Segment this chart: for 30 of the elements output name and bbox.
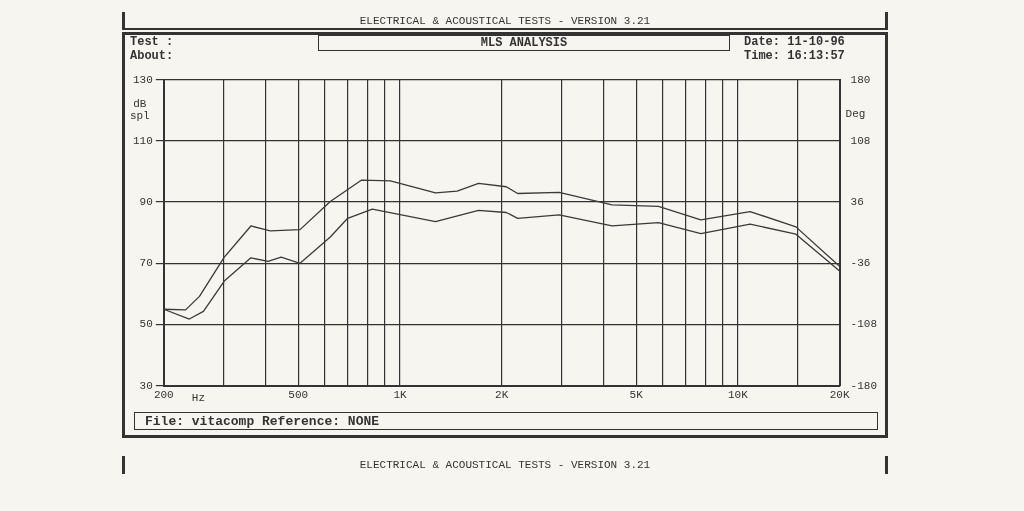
x-tick-label: 500 [288, 389, 309, 402]
x-tick-label: 5K [629, 389, 644, 402]
y2-tick-label: -108 [850, 318, 877, 331]
text: Date: 11-10-96 [744, 35, 845, 49]
x-tick-label: 20K [829, 389, 850, 402]
y-tick-label: 130 [132, 73, 153, 86]
y2-tick-label: -180 [850, 379, 877, 392]
y2-tick-label: 108 [850, 134, 871, 147]
y-tick-label: 30 [139, 379, 153, 392]
y2-tick-label: 180 [850, 73, 871, 86]
x-axis-title: Hz [191, 391, 206, 404]
text: File: vitacomp Reference: NONE [134, 412, 878, 430]
y-tick-label: 50 [139, 318, 153, 331]
x-tick-label: 200 [153, 389, 174, 402]
x-tick-label: 10K [727, 389, 749, 402]
y-axis-title: dB spl [129, 97, 150, 122]
text: Test : [130, 35, 174, 49]
text: ELECTRICAL & ACOUSTICAL TESTS - VERSION 3.21 [122, 12, 888, 30]
text: ELECTRICAL & ACOUSTICAL TESTS - VERSION 3.21 [122, 456, 888, 474]
chart-title: MLS ANALYSIS [318, 35, 730, 51]
y2-axis-title: Deg [845, 107, 866, 120]
text: Time: 16:13:57 [744, 49, 845, 63]
y-tick-label: 90 [139, 195, 153, 208]
y2-tick-label: 36 [850, 195, 864, 208]
y-tick-label: 70 [139, 257, 153, 270]
y-tick-label: 110 [132, 134, 153, 147]
x-tick-label: 1K [393, 389, 407, 402]
y2-tick-label: -36 [850, 257, 871, 270]
x-tick-label: 2K [495, 389, 509, 402]
text: About: [130, 49, 174, 63]
